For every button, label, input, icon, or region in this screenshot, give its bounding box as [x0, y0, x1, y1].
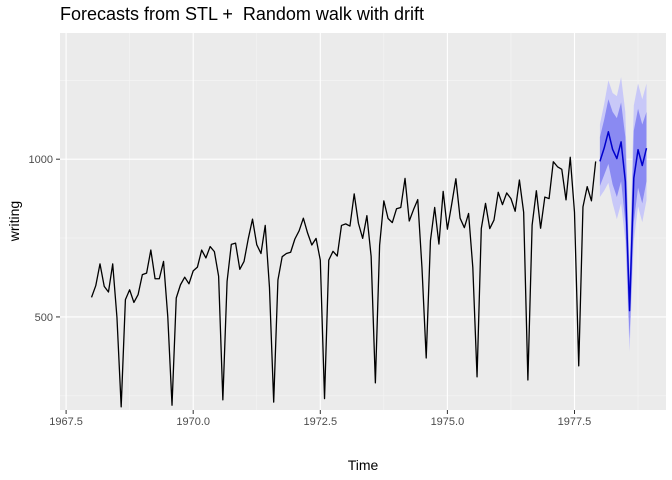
x-tick-label: 1977.5	[558, 416, 592, 428]
chart-title: Forecasts from STL + Random walk with dr…	[60, 4, 424, 24]
grid-lines	[60, 33, 666, 410]
axes: 1967.5 1970.0 1972.5 1975.0 1977.5 500 1000	[29, 154, 592, 428]
y-tick-label: 500	[35, 312, 53, 324]
band-80	[599, 99, 647, 340]
x-tick-label: 1972.5	[303, 416, 337, 428]
series-lines	[90, 131, 648, 408]
y-tick-label: 1000	[29, 154, 53, 166]
x-tick-label: 1967.5	[49, 416, 83, 428]
forecast-line	[599, 131, 648, 312]
history-line	[90, 156, 597, 408]
x-tick-label: 1970.0	[176, 416, 210, 428]
plot-panel	[60, 33, 666, 410]
y-axis-title: writing	[6, 201, 22, 242]
x-tick-label: 1975.0	[431, 416, 465, 428]
x-axis-title: Time	[348, 457, 379, 473]
